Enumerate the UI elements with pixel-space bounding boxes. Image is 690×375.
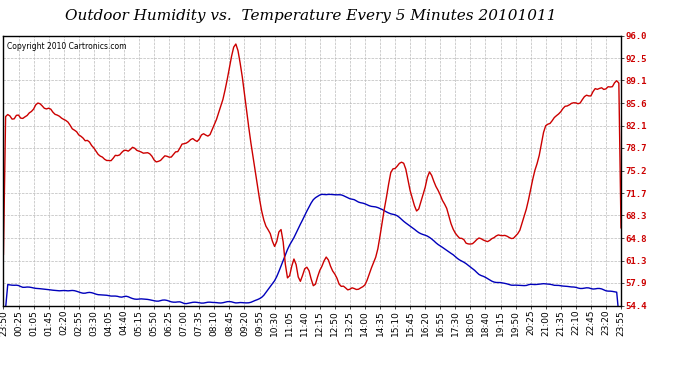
Text: Outdoor Humidity vs.  Temperature Every 5 Minutes 20101011: Outdoor Humidity vs. Temperature Every 5… bbox=[65, 9, 556, 23]
Text: Copyright 2010 Cartronics.com: Copyright 2010 Cartronics.com bbox=[6, 42, 126, 51]
